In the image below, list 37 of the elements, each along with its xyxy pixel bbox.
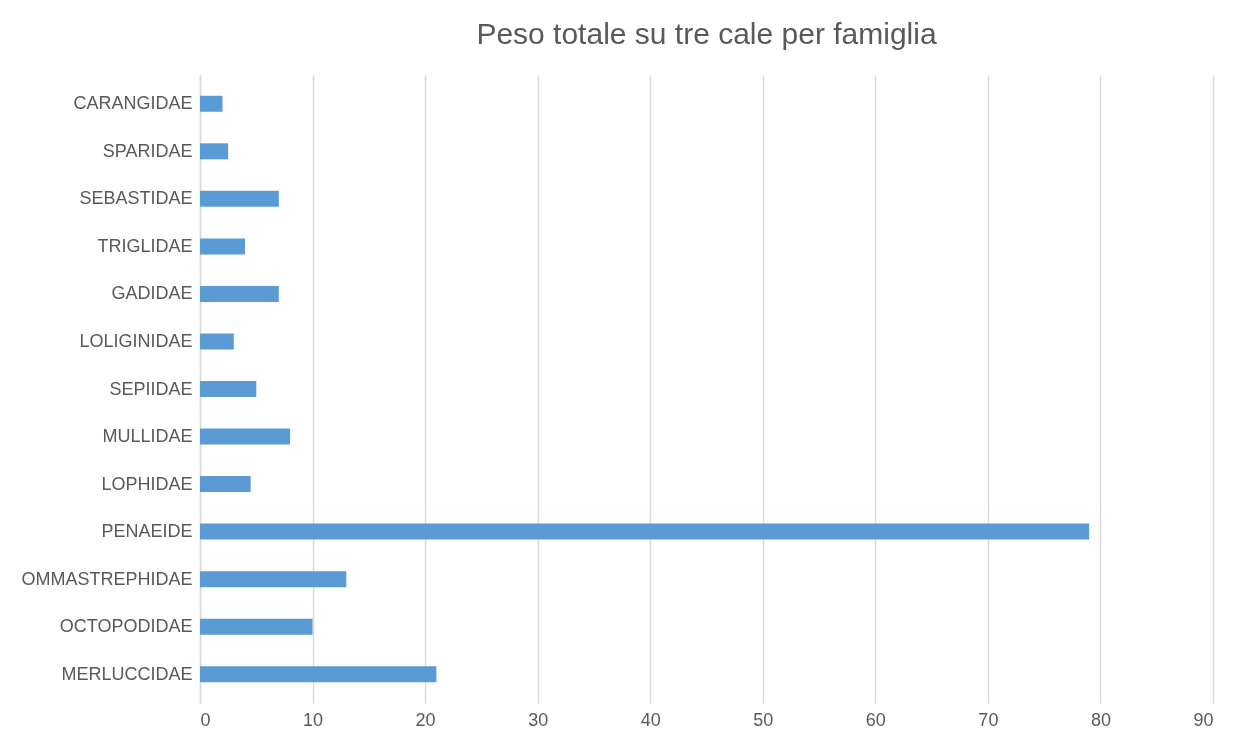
bar <box>200 666 437 683</box>
bar <box>200 618 313 635</box>
y-tick-label: OCTOPODIDAE <box>59 616 193 637</box>
x-tick-label: 50 <box>753 709 774 730</box>
y-tick-label: LOPHIDAE <box>101 473 193 494</box>
y-tick-label: SEBASTIDAE <box>79 188 193 209</box>
bar <box>200 285 279 302</box>
x-tick-label: 40 <box>640 709 661 730</box>
chart-title: Peso totale su tre cale per famiglia <box>476 17 937 50</box>
y-tick-label: PENAEIDE <box>101 521 193 542</box>
y-tick-label: GADIDAE <box>111 283 193 304</box>
bar <box>200 523 1090 540</box>
bar <box>200 476 251 493</box>
bar <box>200 190 279 207</box>
bar <box>200 381 257 397</box>
y-tick-label: TRIGLIDAE <box>97 235 193 256</box>
bar <box>200 333 234 350</box>
y-tick-label: LOLIGINIDAE <box>79 330 193 351</box>
x-tick-label: 70 <box>978 709 999 730</box>
bar <box>200 428 291 445</box>
bar <box>200 238 246 255</box>
x-tick-label: 20 <box>415 709 436 730</box>
x-tick-label: 60 <box>865 709 886 730</box>
x-tick-label: 80 <box>1090 709 1111 730</box>
y-tick-label: SEPIIDAE <box>109 378 193 399</box>
y-tick-label: MERLUCCIDAE <box>61 663 193 684</box>
y-tick-label: CARANGIDAE <box>73 93 193 114</box>
bar <box>200 571 347 588</box>
bar <box>200 143 229 160</box>
x-tick-label: 0 <box>200 709 211 730</box>
bar <box>200 95 223 112</box>
x-tick-label: 90 <box>1193 709 1214 730</box>
x-tick-label: 30 <box>528 709 549 730</box>
y-tick-label: MULLIDAE <box>102 426 193 447</box>
x-tick-label: 10 <box>303 709 324 730</box>
y-tick-label: OMMASTREPHIDAE <box>21 568 193 589</box>
y-tick-label: SPARIDAE <box>102 140 193 161</box>
